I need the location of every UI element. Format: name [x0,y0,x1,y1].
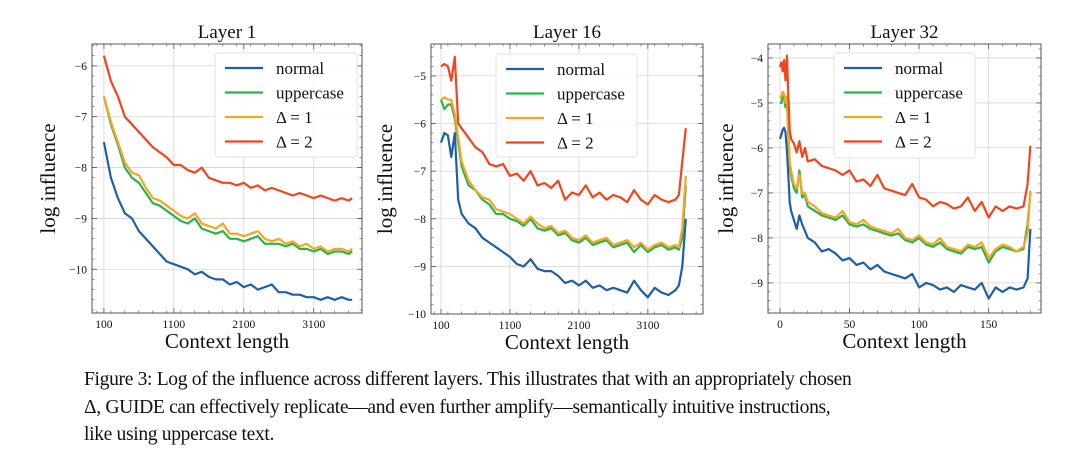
series-line-delta2 [102,55,353,202]
y-tick-label: −7 [414,166,426,178]
x-tick-label: 3100 [302,319,325,331]
legend-item-delta1: Δ = 1 [844,108,932,127]
legend-label-normal: normal [276,59,324,78]
legend-label-normal: normal [895,59,943,78]
legend-item-uppercase: uppercase [844,84,963,103]
series-line-uppercase [439,99,687,254]
x-tick-label: 2100 [567,320,590,332]
y-tick-label: −8 [75,163,87,175]
y-tick-label: −10 [69,264,87,276]
legend-label-delta1: Δ = 1 [276,108,313,127]
y-tick-label: −10 [408,309,426,321]
y-tick-label: −9 [75,213,87,225]
plot-frame [767,43,1042,314]
legend: normal uppercase Δ = 1 Δ = 2 [495,53,638,158]
y-tick-label: −6 [75,61,87,73]
legend-item-delta2: Δ = 2 [225,133,313,152]
y-tick-label: −8 [414,214,426,226]
legend-box [214,52,358,158]
legend-item-delta2: Δ = 2 [506,134,594,153]
series-line-delta1 [779,90,1032,260]
y-tick-label: −6 [751,143,763,155]
y-tick-label: −4 [751,53,763,65]
y-tick-label: −9 [751,278,763,290]
legend-item-delta1: Δ = 1 [506,109,594,128]
y-tick-label: −7 [75,112,87,124]
y-axis-label: log influence [714,123,738,233]
legend-item-normal: normal [225,59,324,78]
chart-layer-1: 100 1100 2100 3100 −10 −9 −8 −7 −6 Layer 1 Context… [36,22,363,353]
x-tick-label: 100 [910,319,928,331]
legend-box [833,52,976,159]
legend-label-uppercase: uppercase [276,84,344,103]
legend-item-uppercase: uppercase [225,84,344,103]
chart-title: Layer 16 [533,22,601,43]
x-tick-label: 1100 [499,320,522,332]
legend-item-normal: normal [844,59,943,78]
series-line-normal [102,141,353,301]
x-tick-label: 50 [844,319,856,331]
legend-box [495,53,638,158]
caption-line: Figure 3: Log of the influence across di… [84,369,852,390]
series-line-delta1 [102,96,353,253]
series-line-delta1 [440,96,687,251]
caption-line: Δ, GUIDE can effectively replicate—and e… [84,396,831,418]
legend-label-delta2: Δ = 2 [276,133,313,152]
chart-layer-32: 0 50 100 150 −9 −8 −7 −6 −5 −4 Layer 32 Context len… [714,22,1042,353]
legend-label-uppercase: uppercase [895,84,963,103]
x-tick-label: 100 [95,319,113,331]
caption-line: like using uppercase text. [84,424,275,445]
legend-label-delta1: Δ = 1 [557,109,594,128]
y-tick-label: −9 [414,261,426,273]
legend-label-delta1: Δ = 1 [895,108,932,127]
plot-frame [91,43,363,314]
series-line-uppercase [102,96,353,256]
legend-label-delta2: Δ = 2 [895,133,932,152]
figure-caption: Figure 3: Log of the influence across di… [84,366,1064,449]
series-line-normal [439,131,687,299]
x-tick-label: 2100 [232,319,255,331]
plot-frame [430,43,704,315]
legend-label-normal: normal [557,60,605,79]
legend-item-delta2: Δ = 2 [844,133,932,152]
y-axis-label: log influence [36,123,60,233]
legend-label-uppercase: uppercase [557,85,625,104]
x-axis-label: Context length [165,329,290,353]
y-tick-label: −5 [751,98,763,110]
x-tick-label: 100 [432,320,450,332]
legend-item-uppercase: uppercase [506,85,625,104]
x-tick-label: 0 [777,319,783,331]
legend: normal uppercase Δ = 1 Δ = 2 [833,52,976,159]
y-tick-label: −6 [414,119,426,131]
legend-item-normal: normal [506,60,605,79]
x-tick-label: 1100 [163,319,186,331]
y-tick-label: −8 [751,233,763,245]
legend-label-delta2: Δ = 2 [557,134,594,153]
series-line-normal [778,126,1032,300]
chart-title: Layer 32 [870,22,938,43]
x-axis-label: Context length [842,329,967,353]
y-tick-label: −7 [751,188,763,200]
x-tick-label: 3100 [636,320,659,332]
x-tick-label: 150 [980,319,998,331]
x-axis-label: Context length [505,330,630,354]
series-line-delta2 [778,54,1032,219]
y-tick-label: −5 [414,71,426,83]
figure: 100 1100 2100 3100 −10 −9 −8 −7 −6 Layer 1 Context… [36,22,1042,354]
y-axis-label: log influence [373,124,397,234]
chart-title: Layer 1 [198,22,257,43]
chart-layer-16: 100 1100 2100 3100 −10 −9 −8 −7 −6 −5 Layer 16 Cont… [373,22,704,354]
legend: normal uppercase Δ = 1 Δ = 2 [214,52,358,158]
series-line-delta2 [440,55,687,206]
legend-item-delta1: Δ = 1 [225,108,313,127]
